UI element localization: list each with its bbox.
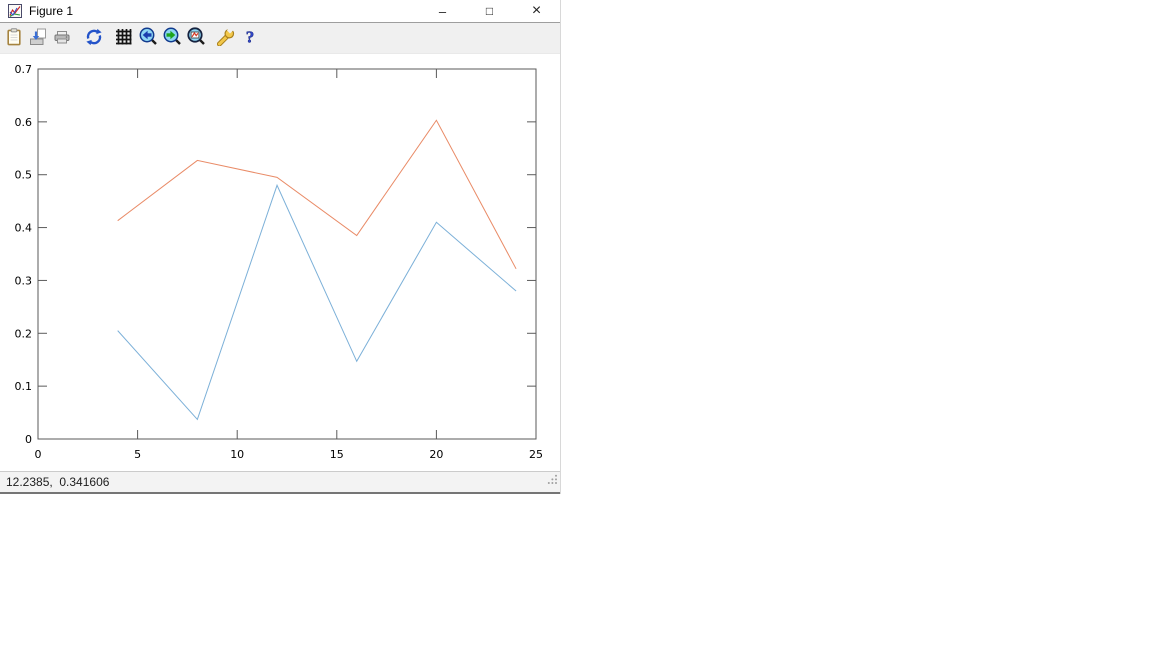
x-tick-label: 20 — [429, 448, 443, 461]
copy-to-clipboard-button[interactable] — [2, 25, 26, 51]
x-tick-label: 25 — [529, 448, 543, 461]
redraw-figure-button[interactable] — [82, 25, 106, 51]
x-tick-label: 15 — [330, 448, 344, 461]
figure-app-icon — [8, 4, 22, 18]
zoom-back-icon — [139, 27, 158, 49]
resize-grip-icon[interactable] — [547, 472, 558, 490]
series-lower-blue-line — [117, 183, 517, 421]
x-tick-label: 10 — [230, 448, 244, 461]
zoom-area-button[interactable] — [184, 25, 208, 51]
zoom-previous-button[interactable] — [136, 25, 160, 51]
plot-frame — [37, 68, 537, 440]
graphics-toolbar: ? — [0, 23, 560, 54]
figure-window: Figure 1 – □ × — [0, 0, 561, 494]
close-button[interactable]: × — [513, 0, 560, 22]
grid-icon — [115, 28, 133, 49]
series-upper-orange-line — [117, 119, 517, 270]
export-icon — [29, 28, 47, 49]
status-bar: 12.2385, 0.341606 — [0, 471, 560, 492]
help-icon: ? — [241, 27, 259, 49]
title-bar[interactable]: Figure 1 – □ × — [0, 0, 560, 23]
print-button[interactable] — [50, 25, 74, 51]
y-tick-label: 0 — [25, 433, 32, 446]
plot-canvas[interactable]: 0 5 10 15 20 25 0 0.1 0.2 0.3 0.4 0.5 0.6 0.7 — [0, 54, 560, 471]
y-tick-label: 0.5 — [15, 169, 33, 182]
x-tick-label: 5 — [134, 448, 141, 461]
coordinate-readout: 12.2385, 0.341606 — [6, 475, 110, 489]
y-tick-label: 0.2 — [15, 327, 33, 340]
zoom-next-button[interactable] — [160, 25, 184, 51]
help-button[interactable]: ? — [238, 25, 262, 51]
wrench-icon — [216, 26, 235, 49]
y-tick-label: 0.7 — [15, 63, 33, 76]
toggle-grid-button[interactable] — [112, 25, 136, 51]
y-tick-label: 0.4 — [15, 222, 33, 235]
printer-icon — [53, 28, 71, 49]
svg-text:?: ? — [246, 28, 255, 46]
window-title: Figure 1 — [29, 4, 74, 18]
zoom-area-icon — [186, 27, 206, 49]
figure-settings-button[interactable] — [214, 25, 238, 51]
window-bottom-edge — [0, 492, 560, 494]
chart-svg[interactable]: 0 5 10 15 20 25 0 0.1 0.2 0.3 0.4 0.5 0.6 0.7 — [0, 54, 560, 471]
minimize-button[interactable]: – — [419, 0, 466, 22]
zoom-forward-icon — [163, 27, 182, 49]
maximize-button[interactable]: □ — [466, 0, 513, 22]
clipboard-icon — [5, 27, 23, 49]
redraw-icon — [85, 28, 103, 49]
y-tick-label: 0.1 — [15, 380, 33, 393]
y-tick-label: 0.6 — [15, 116, 33, 129]
x-tick-label: 0 — [35, 448, 42, 461]
y-tick-label: 0.3 — [15, 274, 33, 287]
export-button[interactable] — [26, 25, 50, 51]
